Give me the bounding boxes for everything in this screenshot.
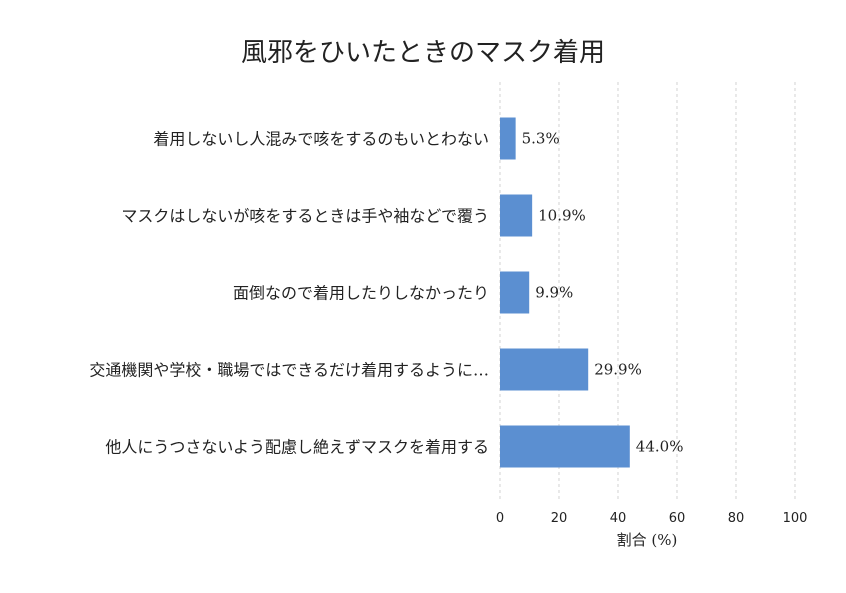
x-tick-label: 100 <box>783 511 808 526</box>
bar <box>500 194 533 237</box>
bar <box>500 271 530 314</box>
bar <box>500 348 589 391</box>
x-tick-label: 0 <box>496 511 504 526</box>
category-label: 着用しないし人混みで咳をするのもいとわない <box>153 130 489 149</box>
value-label: 5.3% <box>522 130 560 148</box>
x-tick-label: 60 <box>669 511 686 526</box>
bar <box>500 425 630 468</box>
category-label: 交通機関や学校・職場ではできるだけ着用するように… <box>89 361 489 380</box>
value-label: 44.0% <box>636 438 684 456</box>
value-labels: 5.3% 10.9% 9.9% 29.9% 44.0% <box>522 130 684 456</box>
chart-title: 風邪をひいたときのマスク着用 <box>241 38 605 68</box>
x-tick-label: 40 <box>610 511 627 526</box>
x-tick-label: 20 <box>551 511 568 526</box>
value-label: 10.9% <box>538 207 586 225</box>
value-label: 9.9% <box>535 284 573 302</box>
x-axis-title: 割合 (%) <box>617 531 678 549</box>
category-label: 他人にうつさないよう配慮し絶えずマスクを着用する <box>105 438 489 457</box>
value-label: 29.9% <box>594 361 642 379</box>
x-axis-ticks: 0 20 40 60 80 100 <box>496 511 808 526</box>
bar <box>500 117 516 160</box>
x-tick-label: 80 <box>728 511 745 526</box>
category-label: 面倒なので着用したりしなかったり <box>233 284 489 303</box>
category-labels: 着用しないし人混みで咳をするのもいとわないマスクはしないが咳をするときは手や袖な… <box>89 130 489 457</box>
category-label: マスクはしないが咳をするときは手や袖などで覆う <box>121 207 489 226</box>
bar-series <box>500 117 630 468</box>
